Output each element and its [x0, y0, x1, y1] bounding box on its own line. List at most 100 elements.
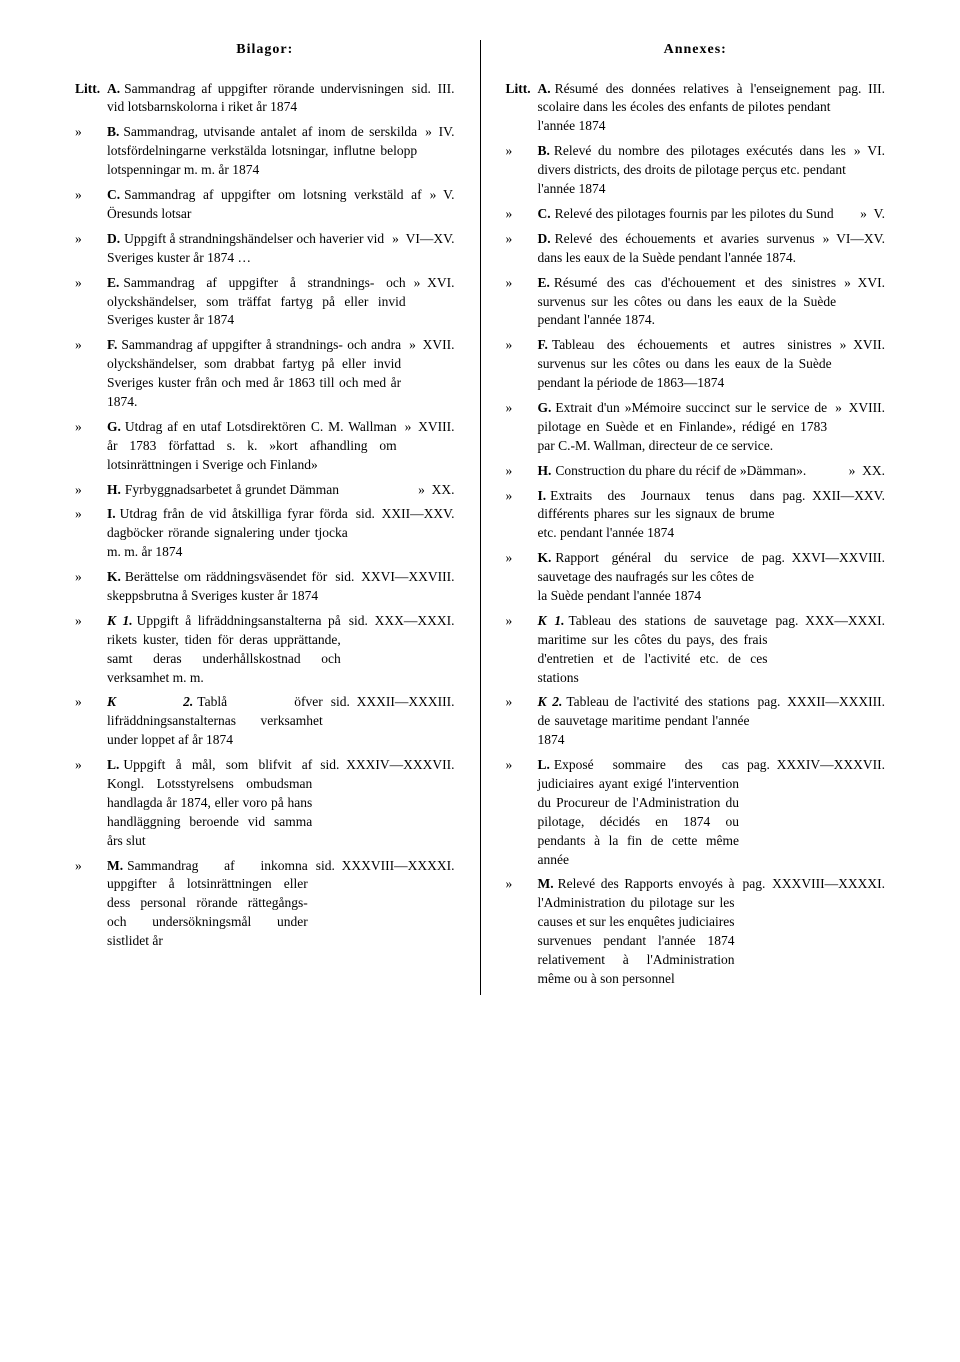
entry-marker: » [75, 336, 107, 355]
entry-text: Tableau de l'activité des stations de sa… [538, 694, 750, 747]
entry-content: M.Relevé des Rapports envoyés à l'Admini… [538, 875, 735, 988]
entry-content: K 1.Uppgift å lifräddningsanstalterna på… [107, 612, 341, 688]
entry-page-ref: pag. XXVI—XXVIII. [754, 549, 885, 568]
entry-page-ref: sid. XXII—XXV. [348, 505, 455, 524]
page-number: XVII. [853, 337, 885, 352]
toc-entry: »H.Fyrbyggnadsarbetet å grundet Dämman» … [75, 481, 455, 500]
entry-text: Uppgift å mål, som blifvit af Kongl. Lot… [107, 757, 312, 848]
page-number: VI—XV. [836, 231, 885, 246]
right-entries-list: Litt.A.Résumé des données relatives à l'… [506, 80, 886, 989]
entry-page-ref: sid. XXXII—XXXIII. [323, 693, 455, 712]
page-number: XXX—XXXI. [375, 613, 455, 628]
entry-page-ref: pag. XXII—XXV. [775, 487, 886, 506]
entry-marker: » [75, 857, 107, 876]
entry-label: F. [107, 337, 117, 352]
toc-entry: »M.Relevé des Rapports envoyés à l'Admin… [506, 875, 886, 988]
entry-text: Résumé des cas d'échouement et des sinis… [538, 275, 837, 328]
page-label: » [409, 337, 416, 352]
entry-text: Utdrag från de vid åtskilliga fyrar förd… [107, 506, 348, 559]
entry-marker: » [506, 462, 538, 481]
entry-text: Tableau des échouements et autres sinist… [538, 337, 832, 390]
entry-text: Exposé sommaire des cas judiciaires ayan… [538, 757, 740, 866]
toc-entry: »L.Exposé sommaire des cas judiciaires a… [506, 756, 886, 869]
toc-entry: »E.Résumé des cas d'échouement et des si… [506, 274, 886, 331]
page-label: sid. [412, 81, 431, 96]
entry-marker: » [506, 875, 538, 894]
entry-content: E.Sammandrag af uppgifter å strandnings-… [107, 274, 406, 331]
entry-text: Sammandrag af uppgifter rörande undervis… [107, 81, 404, 115]
page-label: » [430, 187, 437, 202]
entry-marker: » [506, 336, 538, 355]
toc-entry: »F.Tableau des échouements et autres sin… [506, 336, 886, 393]
entry-label: H. [107, 482, 121, 497]
page-label: » [425, 124, 432, 139]
entry-text: Relevé du nombre des pilotages exécutés … [538, 143, 846, 196]
entry-label: I. [538, 488, 547, 503]
entry-content: D.Relevé des échouements et avaries surv… [538, 230, 815, 268]
entry-label: G. [107, 419, 121, 434]
entry-label: K 1. [107, 613, 133, 628]
toc-entry: »D.Uppgift å strandningshändelser och ha… [75, 230, 455, 268]
toc-entry: »B.Relevé du nombre des pilotages exécut… [506, 142, 886, 199]
entry-page-ref: » VI—XV. [384, 230, 454, 249]
toc-entry: »K.Rapport général du service de sauveta… [506, 549, 886, 606]
entry-content: M.Sammandrag af inkomna uppgifter å lots… [107, 857, 308, 951]
page-number: XXXVIII—XXXXI. [342, 858, 455, 873]
entry-text: Construction du phare du récif de »Dämma… [555, 463, 806, 478]
page-number: XXVI—XXVIII. [792, 550, 885, 565]
entry-content: L.Exposé sommaire des cas judiciaires ay… [538, 756, 740, 869]
entry-page-ref: » VI. [846, 142, 885, 161]
page-number: VI. [867, 143, 885, 158]
entry-page-ref: » XX. [410, 481, 454, 500]
toc-entry: »M.Sammandrag af inkomna uppgifter å lot… [75, 857, 455, 951]
entry-content: L.Uppgift å mål, som blifvit af Kongl. L… [107, 756, 312, 850]
toc-entry: »K 2.Tableau de l'activité des stations … [506, 693, 886, 750]
entry-content: A.Sammandrag af uppgifter rörande underv… [107, 80, 404, 118]
entry-label: F. [538, 337, 548, 352]
entry-page-ref: sid. XXXVIII—XXXXI. [308, 857, 455, 876]
page-number: XXXII—XXXIII. [787, 694, 885, 709]
entry-content: I.Utdrag från de vid åtskilliga fyrar fö… [107, 505, 348, 562]
entry-text: Uppgift å strandningshändelser och haver… [107, 231, 384, 265]
entry-page-ref: sid. XXXIV—XXXVII. [312, 756, 454, 775]
page-number: III. [438, 81, 455, 96]
left-column: Bilagor: Litt.A.Sammandrag af uppgifter … [50, 40, 481, 995]
page-number: XXXIV—XXXVII. [346, 757, 454, 772]
entry-label: M. [107, 858, 123, 873]
entry-page-ref: pag. III. [831, 80, 886, 99]
entry-marker: » [75, 418, 107, 437]
page-label: pag. [839, 81, 862, 96]
entry-text: Utdrag af en utaf Lotsdirektören C. M. W… [107, 419, 397, 472]
entry-marker: » [506, 612, 538, 631]
page-label: » [823, 231, 830, 246]
toc-entry: »K 1.Uppgift å lifräddningsanstalterna p… [75, 612, 455, 688]
entry-label: E. [107, 275, 119, 290]
entry-label: D. [107, 231, 120, 246]
entry-text: Berättelse om räddningsväsendet för skep… [107, 569, 327, 603]
right-column: Annexes: Litt.A.Résumé des données relat… [481, 40, 911, 995]
entry-label: K 1. [538, 613, 565, 628]
toc-entry: »C.Relevé des pilotages fournis par les … [506, 205, 886, 224]
entry-marker: » [75, 505, 107, 524]
entry-text: Relevé des échouements et avaries surven… [538, 231, 815, 265]
page-label: pag. [762, 550, 785, 565]
entry-marker: » [506, 399, 538, 418]
litt-prefix: Litt. [75, 81, 100, 96]
page-number: XXII—XXV. [382, 506, 455, 521]
entry-label: L. [107, 757, 119, 772]
page-number: XVII. [423, 337, 455, 352]
page-label: pag. [758, 694, 781, 709]
entry-label: A. [538, 81, 551, 96]
entry-content: K 2.Tablå öfver lifräddningsanstalternas… [107, 693, 323, 750]
entry-content: A.Résumé des données relatives à l'ensei… [538, 80, 831, 137]
entry-text: Sammandrag, utvisande antalet af inom de… [107, 124, 417, 177]
entry-page-ref: pag. XXXVIII—XXXXI. [735, 875, 885, 894]
entry-content: F.Sammandrag af uppgifter å strandnings-… [107, 336, 401, 412]
entry-label: C. [107, 187, 120, 202]
entry-page-ref: pag. XXXIV—XXXVII. [739, 756, 885, 775]
entry-marker: » [75, 756, 107, 775]
entry-label: A. [107, 81, 120, 96]
page-label: pag. [783, 488, 806, 503]
toc-entry: Litt. A.Sammandrag af uppgifter rörande u… [75, 80, 455, 118]
entry-page-ref: sid. XXVI—XXVIII. [327, 568, 454, 587]
